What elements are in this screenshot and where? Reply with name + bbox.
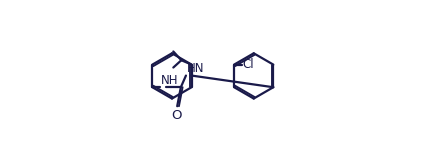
Text: HN: HN: [186, 62, 204, 75]
Text: Cl: Cl: [242, 58, 254, 71]
Text: O: O: [171, 109, 182, 122]
Text: NH: NH: [161, 73, 178, 86]
